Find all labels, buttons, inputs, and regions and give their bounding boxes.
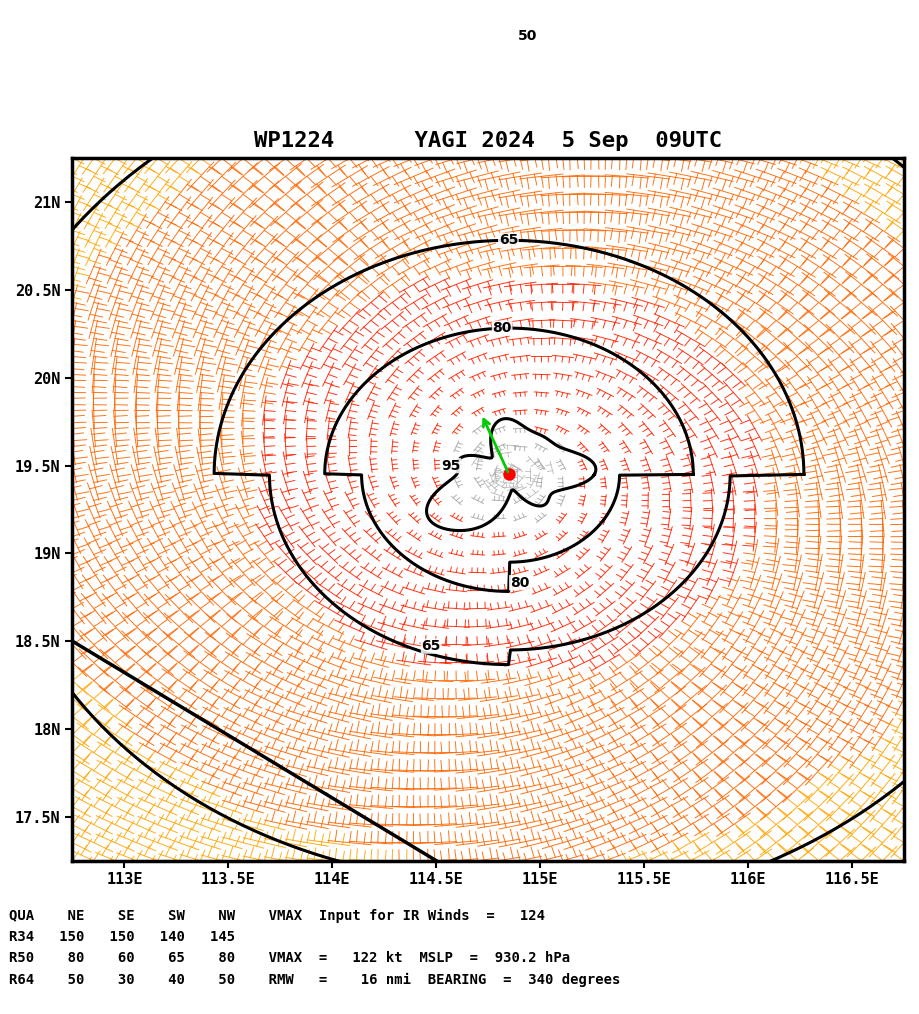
Text: 95: 95	[441, 458, 460, 473]
Text: 80: 80	[493, 321, 512, 336]
Text: 50: 50	[517, 28, 537, 43]
Title: WP1224      YAGI 2024  5 Sep  09UTC: WP1224 YAGI 2024 5 Sep 09UTC	[255, 131, 722, 151]
Text: QUA    NE    SE    SW    NW    VMAX  Input for IR Winds  =   124: QUA NE SE SW NW VMAX Input for IR Winds …	[9, 909, 545, 923]
Text: R50    80    60    65    80    VMAX  =   122 kt  MSLP  =  930.2 hPa: R50 80 60 65 80 VMAX = 122 kt MSLP = 930…	[9, 951, 571, 965]
Text: 65: 65	[422, 639, 441, 653]
Text: R64    50    30    40    50    RMW   =    16 nmi  BEARING  =  340 degrees: R64 50 30 40 50 RMW = 16 nmi BEARING = 3…	[9, 972, 620, 987]
Text: 80: 80	[510, 576, 529, 590]
Text: 65: 65	[499, 233, 518, 247]
Text: R34   150   150   140   145: R34 150 150 140 145	[9, 930, 235, 944]
